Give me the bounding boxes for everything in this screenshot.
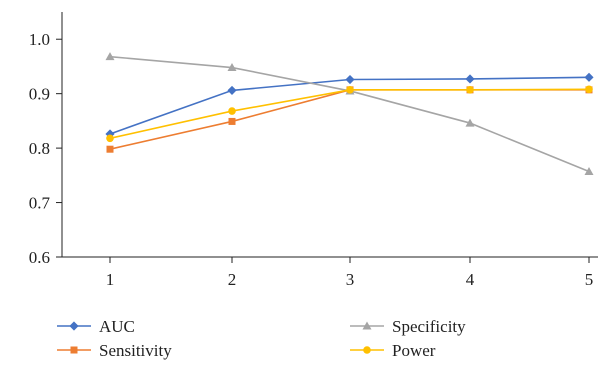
legend-marker: [362, 321, 372, 330]
legend-item-specificity: Specificity: [350, 317, 466, 336]
x-tick-label: 4: [466, 270, 475, 289]
data-point-specificity: [227, 63, 237, 72]
x-tick-label: 3: [346, 270, 355, 289]
data-point-specificity: [105, 52, 115, 61]
plot-area: [105, 52, 594, 176]
x-tick-label: 1: [106, 270, 115, 289]
data-point-auc: [345, 74, 355, 85]
series-line-auc: [109, 76, 590, 135]
series-line-power: [109, 88, 590, 140]
y-tick-label: 0.9: [29, 85, 50, 104]
y-tick-label: 0.6: [29, 248, 50, 267]
legend-item-power: Power: [350, 341, 436, 360]
data-point-power: [466, 86, 474, 94]
legend-item-auc: AUC: [57, 317, 135, 336]
x-tick-label: 5: [585, 270, 594, 289]
y-tick-label: 1.0: [29, 30, 50, 49]
data-point-power: [228, 107, 236, 115]
axes: 0.6 0.7 0.8 0.9 1.0 1 2 3 4 5: [29, 12, 598, 289]
data-point-auc: [584, 72, 594, 82]
legend-marker: [70, 346, 78, 354]
data-point-specificity: [465, 118, 475, 127]
data-point-specificity: [584, 167, 594, 176]
series-line-specificity: [109, 55, 590, 173]
data-point-power: [346, 86, 354, 94]
y-tick-label: 0.7: [29, 194, 51, 213]
legend-marker: [69, 321, 79, 331]
data-point-sensitivity: [228, 117, 236, 125]
legend-label: Specificity: [392, 317, 466, 336]
legend-label: Sensitivity: [99, 341, 172, 360]
data-point-sensitivity: [106, 145, 114, 153]
legend-label: Power: [392, 341, 436, 360]
legend-label: AUC: [99, 317, 135, 336]
y-tick-label: 0.8: [29, 139, 50, 158]
data-point-power: [585, 85, 593, 94]
data-point-power: [106, 134, 114, 143]
legend-item-sensitivity: Sensitivity: [57, 341, 172, 360]
x-tick-label: 2: [228, 270, 237, 289]
legend-marker: [363, 346, 371, 354]
data-point-auc: [465, 74, 475, 84]
data-point-auc: [227, 85, 237, 95]
legend: AUC Sensitivity Specificity Power: [57, 317, 466, 360]
series-line-sensitivity: [109, 89, 589, 150]
